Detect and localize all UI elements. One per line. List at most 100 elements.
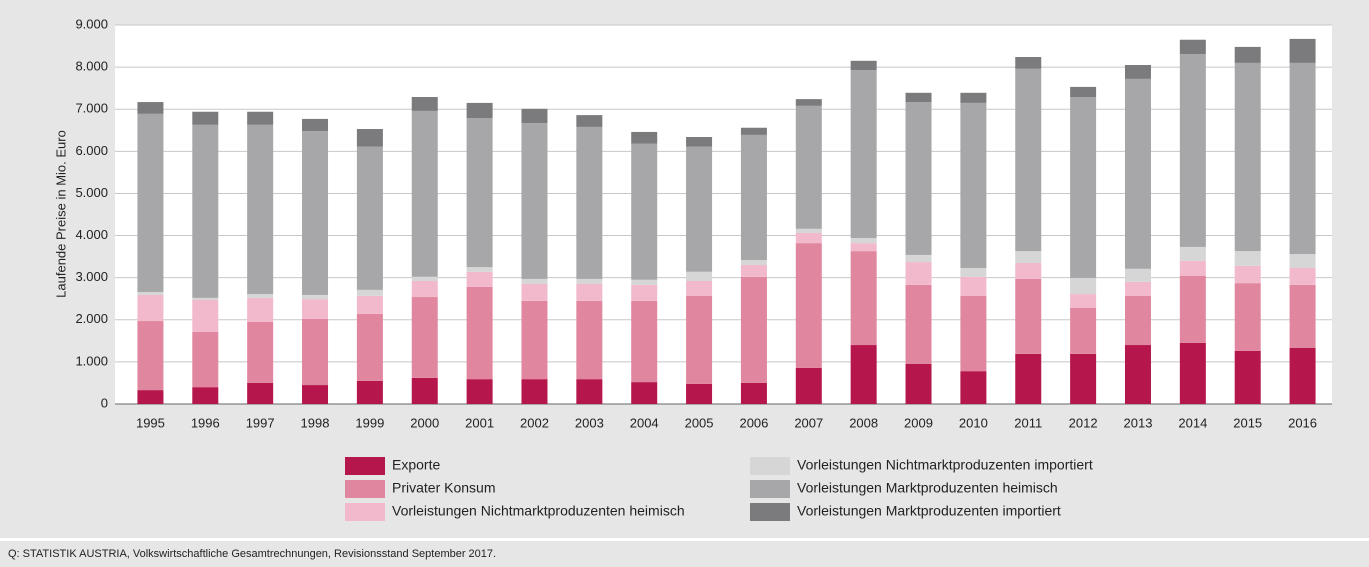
bar-segment [302,299,329,319]
bar-segment [1124,268,1151,282]
bar-segment [192,387,219,404]
bar-segment [411,281,438,298]
bar-segment [1289,284,1316,348]
bar-segment [466,118,493,268]
y-tick-label: 7.000 [75,101,108,116]
bar-segment [247,294,274,298]
legend-label: Vorleistungen Nichtmarktproduzenten heim… [392,503,685,519]
bar-segment [850,60,877,71]
bar-segment [521,278,548,284]
bar-segment [247,297,274,322]
bar-segment [356,289,383,296]
bar-segment [795,367,822,404]
bar-segment [1289,267,1316,285]
bar-segment [466,286,493,380]
x-tick-label: 1996 [191,415,220,430]
bar-segment [1179,39,1206,55]
bar-segment [631,300,658,383]
bar-segment [850,251,877,346]
bar-segment [576,283,603,301]
legend-swatch [345,480,385,498]
bar-segment [686,383,713,404]
bar-segment [686,281,713,296]
bar-segment [740,265,767,277]
bar-segment [686,146,713,272]
x-tick-label: 2008 [849,415,878,430]
bar-segment [411,110,438,277]
bar-segment [850,243,877,252]
bar-segment [1179,54,1206,247]
bar-segment [356,313,383,381]
source: Q: STATISTIK AUSTRIA, Volkswirtschaftlic… [8,548,496,560]
bar-segment [1234,46,1261,63]
bar-segment [302,385,329,404]
x-tick-label: 2014 [1178,415,1207,430]
bar-segment [1015,262,1042,279]
bar-segment [1234,283,1261,351]
y-tick-label: 9.000 [75,16,108,31]
bar-segment [1070,97,1097,279]
x-tick-label: 2013 [1124,415,1153,430]
bar-segment [302,318,329,386]
bar-segment [521,300,548,380]
bar-segment [1015,278,1042,354]
legend-swatch [750,480,790,498]
bar-segment [686,137,713,147]
bar-segment [137,321,164,391]
bar-segment [247,382,274,404]
bar-segment [192,297,219,300]
y-tick-label: 8.000 [75,59,108,74]
bar-segment [631,284,658,301]
legend-swatch [345,503,385,521]
bar-segment [740,127,767,135]
bar-segment [576,126,603,279]
x-tick-label: 1995 [136,415,165,430]
bar-segment [960,276,987,296]
bar-segment [137,294,164,322]
x-tick-label: 2009 [904,415,933,430]
bar-segment [1179,246,1206,261]
bar-segment [740,134,767,260]
x-tick-label: 2005 [685,415,714,430]
bar-segment [192,331,219,388]
bar-segment [960,92,987,103]
y-tick-label: 6.000 [75,143,108,158]
x-tick-label: 2015 [1233,415,1262,430]
legend-label: Vorleistungen Marktproduzenten importier… [797,503,1061,519]
bar-segment [1124,78,1151,269]
bar-segment [1124,345,1151,404]
bar-segment [466,267,493,272]
x-tick-label: 2001 [465,415,494,430]
y-tick-label: 2.000 [75,311,108,326]
bar-segment [1179,260,1206,276]
bar-segment [850,238,877,244]
bar-segment [521,283,548,301]
bar-segment [960,102,987,268]
bar-segment [1289,38,1316,63]
bar-segment [356,295,383,314]
y-tick-label: 3.000 [75,269,108,284]
bar-segment [137,291,164,295]
bar-segment [137,390,164,404]
bar-segment [905,363,932,404]
bar-segment [905,92,932,103]
bar-segment [302,131,329,295]
bar-segment [1289,254,1316,268]
bar-segment [302,294,329,300]
bar-segment [850,345,877,404]
bar-segment [466,271,493,287]
bar-segment [1234,350,1261,404]
x-tick-label: 2016 [1288,415,1317,430]
y-tick-label: 0 [101,395,108,410]
legend-swatch [345,457,385,475]
legend-label: Vorleistungen Marktproduzenten heimisch [797,480,1058,496]
bar-segment [466,379,493,404]
bar-segment [1234,62,1261,252]
bar-segment [850,70,877,239]
x-tick-label: 2007 [794,415,823,430]
bar-segment [576,300,603,380]
source-panel [0,541,1369,567]
bar-segment [795,228,822,234]
x-tick-label: 2012 [1069,415,1098,430]
